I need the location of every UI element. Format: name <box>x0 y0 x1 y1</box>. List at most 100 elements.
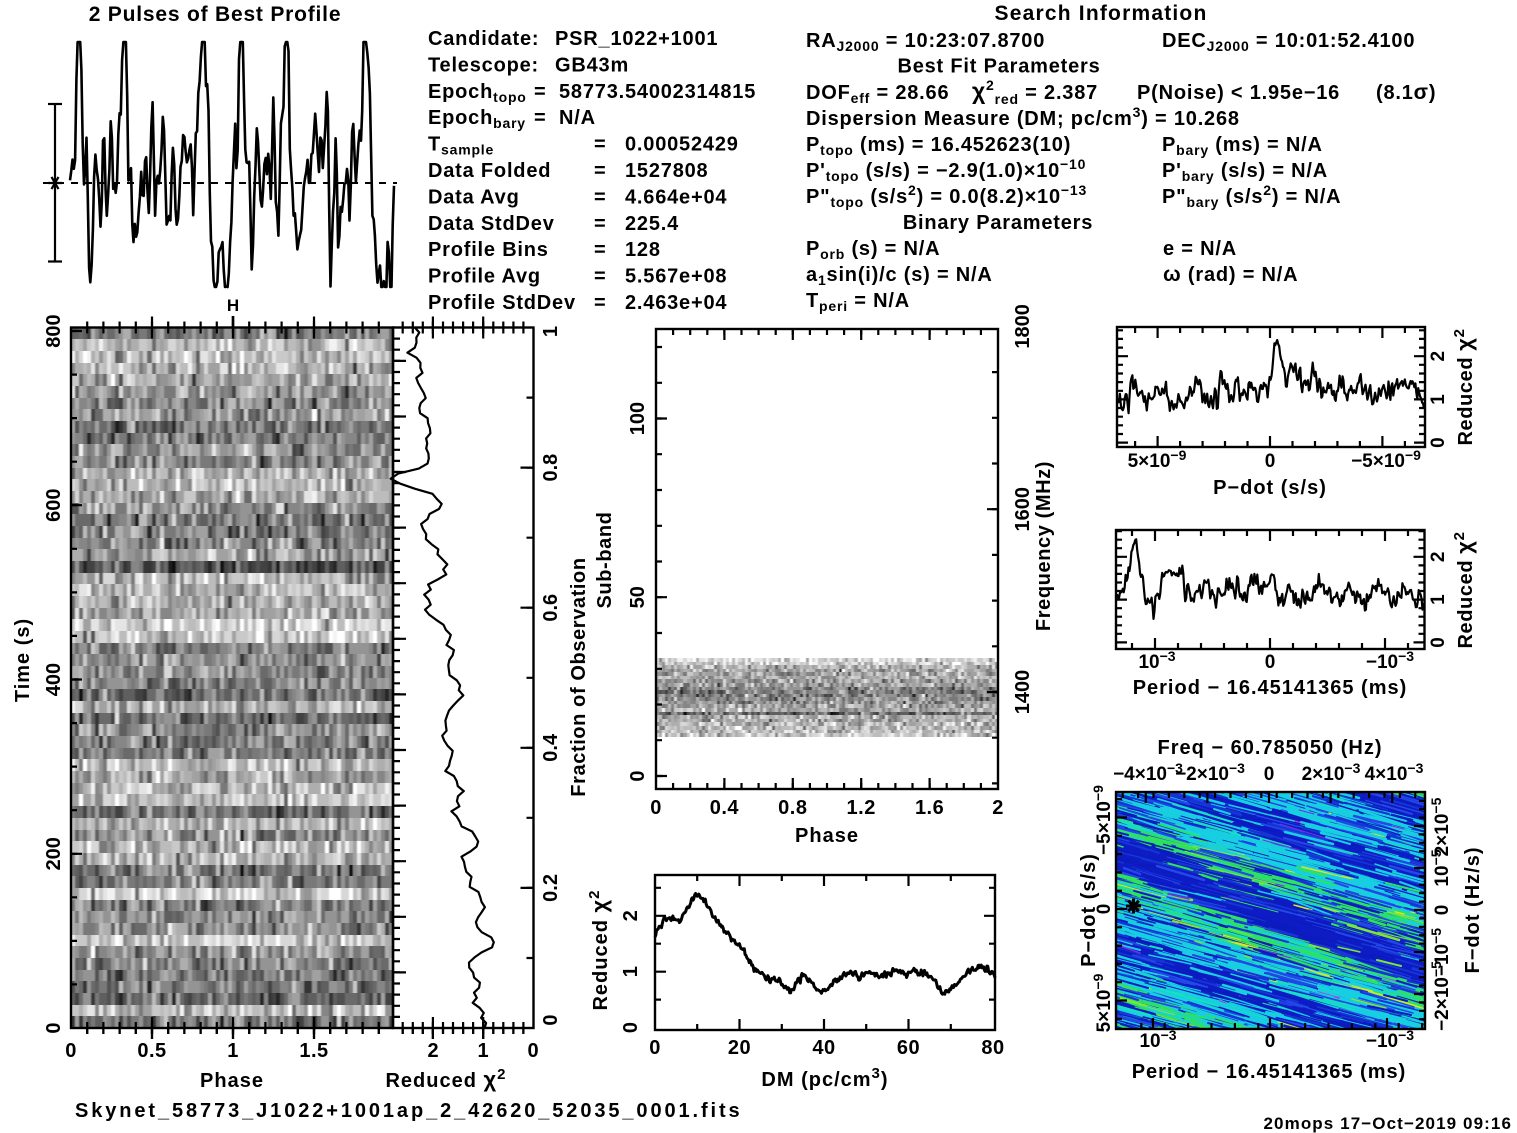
svg-text:0.4: 0.4 <box>710 797 740 819</box>
svg-text:0: 0 <box>43 1022 65 1033</box>
svg-text:P"bary (s/s2) = N/A: P"bary (s/s2) = N/A <box>1162 182 1341 210</box>
svg-text:Epochbary: Epochbary <box>428 107 526 131</box>
svg-text:1400: 1400 <box>1012 670 1034 715</box>
svg-text:0: 0 <box>1428 637 1449 648</box>
svg-text:DOFeff = 28.66: DOFeff = 28.66 <box>806 82 949 106</box>
svg-text:5.567e+08: 5.567e+08 <box>625 266 727 288</box>
svg-text:2 Pulses of Best Profile: 2 Pulses of Best Profile <box>89 3 342 26</box>
svg-text:Candidate:: Candidate: <box>428 28 539 50</box>
svg-text:−4×10−3: −4×10−3 <box>1113 760 1183 785</box>
svg-text:1800: 1800 <box>1012 304 1034 349</box>
svg-text:Profile Bins: Profile Bins <box>428 239 549 261</box>
svg-text:Fraction of Observation: Fraction of Observation <box>568 557 590 796</box>
svg-text:5×10−9: 5×10−9 <box>1128 447 1187 472</box>
svg-text:Binary Parameters: Binary Parameters <box>903 212 1093 234</box>
svg-text:Reduced χ2: Reduced χ2 <box>385 1066 506 1092</box>
svg-text:Telescope:: Telescope: <box>428 54 539 76</box>
svg-text:=: = <box>594 239 606 261</box>
svg-text:1: 1 <box>620 966 642 977</box>
svg-text:Freq − 60.785050 (Hz): Freq − 60.785050 (Hz) <box>1158 737 1383 759</box>
svg-text:1600: 1600 <box>1012 487 1034 532</box>
svg-text:400: 400 <box>43 663 65 696</box>
svg-text:0: 0 <box>649 1037 661 1059</box>
svg-text:P−dot (s/s): P−dot (s/s) <box>1213 477 1327 499</box>
svg-text:2.463e+04: 2.463e+04 <box>625 292 727 314</box>
svg-text:600: 600 <box>43 489 65 522</box>
svg-text:Sub-band: Sub-band <box>594 511 616 608</box>
svg-text:P(Noise) < 1.95e−16: P(Noise) < 1.95e−16 <box>1137 82 1340 104</box>
svg-text:40: 40 <box>812 1037 835 1059</box>
svg-text:=: = <box>594 292 606 314</box>
svg-text:1: 1 <box>1428 594 1449 605</box>
svg-text:DM (pc/cm3): DM (pc/cm3) <box>761 1065 888 1091</box>
svg-text:=: = <box>594 213 606 235</box>
svg-text:e = N/A: e = N/A <box>1163 238 1237 260</box>
svg-text:0: 0 <box>1265 652 1276 673</box>
svg-text:=: = <box>594 266 606 288</box>
svg-text:0.5: 0.5 <box>137 1040 166 1062</box>
svg-text:225.4: 225.4 <box>625 213 679 235</box>
svg-text:−10−5: −10−5 <box>1428 928 1453 976</box>
svg-text:Skynet_58773_J1022+1001ap_2_42: Skynet_58773_J1022+1001ap_2_42620_52035_… <box>75 1100 743 1122</box>
svg-text:0.2: 0.2 <box>540 874 562 902</box>
svg-text:2: 2 <box>992 797 1004 819</box>
svg-text:Search Information: Search Information <box>995 2 1208 25</box>
svg-text:=: = <box>534 107 546 129</box>
svg-text:F−dot (Hz/s): F−dot (Hz/s) <box>1462 847 1484 974</box>
svg-text:a1sin(i)/c (s) = N/A: a1sin(i)/c (s) = N/A <box>806 264 993 288</box>
svg-text:0: 0 <box>1432 905 1453 916</box>
svg-text:=: = <box>594 134 606 156</box>
svg-text:Profile Avg: Profile Avg <box>428 266 541 288</box>
svg-text:0.6: 0.6 <box>540 594 562 622</box>
svg-text:0.8: 0.8 <box>778 797 807 819</box>
svg-text:0: 0 <box>1428 437 1449 448</box>
svg-text:50: 50 <box>627 586 649 608</box>
svg-text:H: H <box>227 296 239 315</box>
svg-text:0: 0 <box>650 797 662 819</box>
svg-text:Tperi = N/A: Tperi = N/A <box>806 290 910 314</box>
svg-text:4.664e+04: 4.664e+04 <box>625 186 727 208</box>
svg-text:DECJ2000 = 10:01:52.4100: DECJ2000 = 10:01:52.4100 <box>1162 30 1415 54</box>
svg-text:0.8: 0.8 <box>540 454 562 482</box>
svg-text:0: 0 <box>1094 904 1115 915</box>
svg-text:2: 2 <box>620 910 642 921</box>
svg-text:Dispersion Measure (DM; pc/cm3: Dispersion Measure (DM; pc/cm3) = 10.268 <box>806 104 1240 130</box>
svg-text:1.2: 1.2 <box>847 797 876 819</box>
svg-text:2: 2 <box>1428 552 1449 563</box>
svg-text:0: 0 <box>1265 451 1276 472</box>
svg-text:1: 1 <box>540 326 562 337</box>
svg-text:GB43m: GB43m <box>555 54 629 76</box>
svg-text:PSR_1022+1001: PSR_1022+1001 <box>555 28 718 50</box>
svg-text:Data StdDev: Data StdDev <box>428 213 555 235</box>
svg-text:−2×10−3: −2×10−3 <box>1175 760 1245 785</box>
svg-text:Frequency (MHz): Frequency (MHz) <box>1033 461 1055 631</box>
svg-text:(8.1σ): (8.1σ) <box>1376 81 1436 104</box>
svg-text:1527808: 1527808 <box>625 160 708 182</box>
svg-text:=: = <box>594 160 606 182</box>
svg-text:0: 0 <box>527 1040 538 1062</box>
svg-text:2: 2 <box>1428 351 1449 362</box>
svg-text:80: 80 <box>981 1037 1004 1059</box>
svg-text:Phase: Phase <box>795 825 859 847</box>
svg-text:0.4: 0.4 <box>540 733 562 762</box>
svg-text:P−dot (s/s): P−dot (s/s) <box>1078 853 1100 967</box>
svg-text:=: = <box>594 186 606 208</box>
svg-text:0.00052429: 0.00052429 <box>625 134 739 156</box>
svg-text:58773.54002314815: 58773.54002314815 <box>559 81 756 103</box>
svg-text:100: 100 <box>627 402 649 435</box>
svg-text:Reduced χ2: Reduced χ2 <box>1451 531 1477 648</box>
svg-text:2: 2 <box>427 1040 438 1062</box>
svg-text:Reduced χ2: Reduced χ2 <box>1451 328 1477 445</box>
svg-text:Best Fit Parameters: Best Fit Parameters <box>897 56 1100 78</box>
svg-text:N/A: N/A <box>559 107 596 129</box>
svg-text:800: 800 <box>43 314 65 347</box>
svg-text:−2×10−5: −2×10−5 <box>1428 961 1453 1031</box>
svg-text:60: 60 <box>897 1037 920 1059</box>
svg-text:1: 1 <box>1428 394 1449 405</box>
svg-text:0: 0 <box>65 1040 77 1062</box>
svg-text:Phase: Phase <box>200 1070 264 1092</box>
svg-text:0: 0 <box>1264 764 1275 785</box>
svg-text:0: 0 <box>540 1014 562 1025</box>
svg-text:128: 128 <box>625 239 661 261</box>
svg-text:0: 0 <box>627 770 649 781</box>
